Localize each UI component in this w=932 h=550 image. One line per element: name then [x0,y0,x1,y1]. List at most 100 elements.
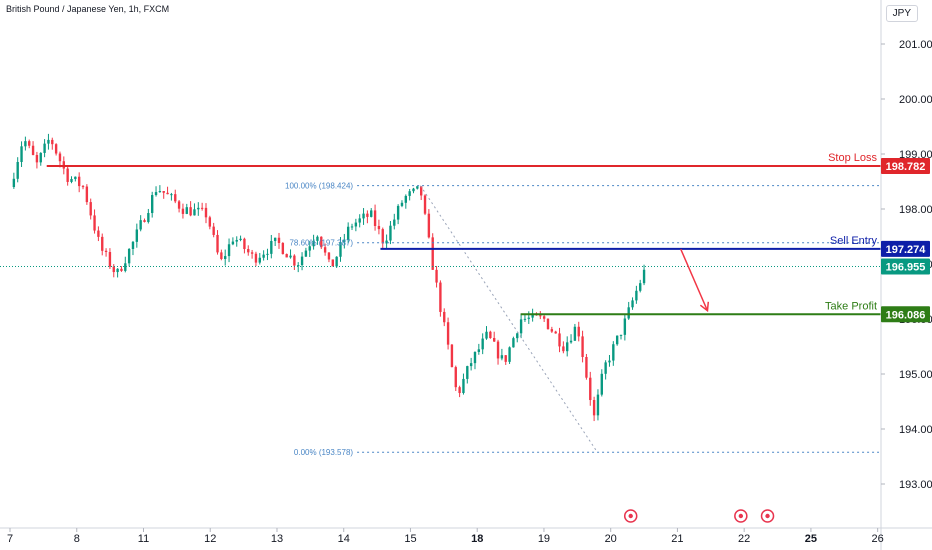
price-tick-label: 198.000 [899,204,932,216]
candle-body [516,333,519,339]
candle-body [377,225,381,230]
candle-body [400,202,404,206]
candle-body [31,145,35,155]
candle-body [39,152,42,163]
current-price-badge [881,258,930,275]
time-tick-label: 11 [138,533,149,545]
candle-body [112,266,115,273]
candle-body [539,315,542,317]
event-marker-dot [765,513,770,519]
candle-body [166,192,169,195]
candle-body [243,238,246,250]
price-tick-label: 201.000 [899,39,932,51]
candle-body [293,255,296,266]
price-tick-label: 195.000 [899,369,932,381]
candle-body [135,229,139,242]
annotations [623,248,775,523]
candle-body [569,340,573,343]
candle-body [592,400,596,416]
candle-body [212,226,215,235]
candle-body [562,346,565,352]
candle-body [147,213,150,222]
candle-body [435,269,438,283]
candle-body [642,269,646,284]
candle-body [635,290,638,301]
candle-body [531,313,534,318]
candle-body [58,153,62,162]
candle-body [370,210,373,217]
candle-body [297,265,300,267]
candle-body [619,334,623,336]
candle-body [523,318,527,320]
price-badge-label: 197.274 [886,244,927,256]
candle-body [77,176,81,187]
candle-body [28,141,31,146]
candle-body [266,253,269,255]
candle-body [189,207,192,216]
currency-button[interactable]: JPY [885,5,918,22]
candle-body [197,207,200,210]
candle-body [481,338,484,350]
price-badges: 198.782 197.274 196.086 196.955 [881,157,930,323]
candle-body [335,256,338,267]
candle-body [85,186,89,203]
candle-body [485,331,488,339]
candle-body [508,347,511,362]
level-label-take-profit: Take Profit [825,300,877,312]
candle-body [596,394,600,416]
time-tick-label: 14 [338,533,350,545]
candle-body [354,222,358,227]
candle-body [419,186,423,196]
candle-body [12,178,16,187]
candle-body [600,373,603,395]
candle-body [404,195,408,203]
candle-body [542,316,546,319]
candle-body [396,205,400,220]
candle-body [289,255,292,258]
candle-body [389,225,392,241]
candle-body [412,188,415,192]
candle-body [519,319,523,334]
candle-body [74,176,77,180]
candle-body [631,300,634,308]
candle-body [358,218,361,223]
candle-body [489,331,492,339]
candle-body [262,254,265,258]
price-badge-label: 196.086 [886,309,926,321]
time-tick-label: 8 [74,533,80,545]
candle-body [62,161,66,169]
candle-body [250,252,254,254]
candle-body [393,219,396,226]
candle-body [224,256,227,259]
candle-body [97,230,100,237]
candle-body [493,338,496,342]
candle-body [131,241,135,249]
candle-body [573,326,577,341]
event-marker-dot [738,513,744,519]
candle-body [162,191,165,193]
candle-body [254,253,258,263]
candle-body [101,236,104,251]
price-axis: 193.000194.000195.000196.000197.000198.0… [880,0,932,550]
trade-levels: Stop Loss Sell Entry Take Profit [0,152,881,316]
candle-body [469,363,473,367]
candle-body [320,236,323,248]
candle-body [496,341,500,359]
candle-body [181,208,185,214]
candle-body [366,213,369,217]
candle-body [258,257,261,263]
candle-body [504,355,507,362]
candle-body [381,229,384,244]
fibonacci-retracement: 100.00% (198.424) 78.60% (197.387) 0.00% (… [285,182,879,457]
candle-body [346,226,350,240]
candle-body [170,194,173,196]
candle-body [66,168,69,182]
price-badge-take-profit [881,306,930,323]
candle-body [16,162,19,179]
candle-body [124,263,127,271]
time-tick-label: 20 [605,533,617,545]
candle-body [416,186,419,189]
fib-level-label: 0.00% (193.578) [294,448,353,457]
fib-level-label: 78.60% (197.387) [289,239,353,248]
